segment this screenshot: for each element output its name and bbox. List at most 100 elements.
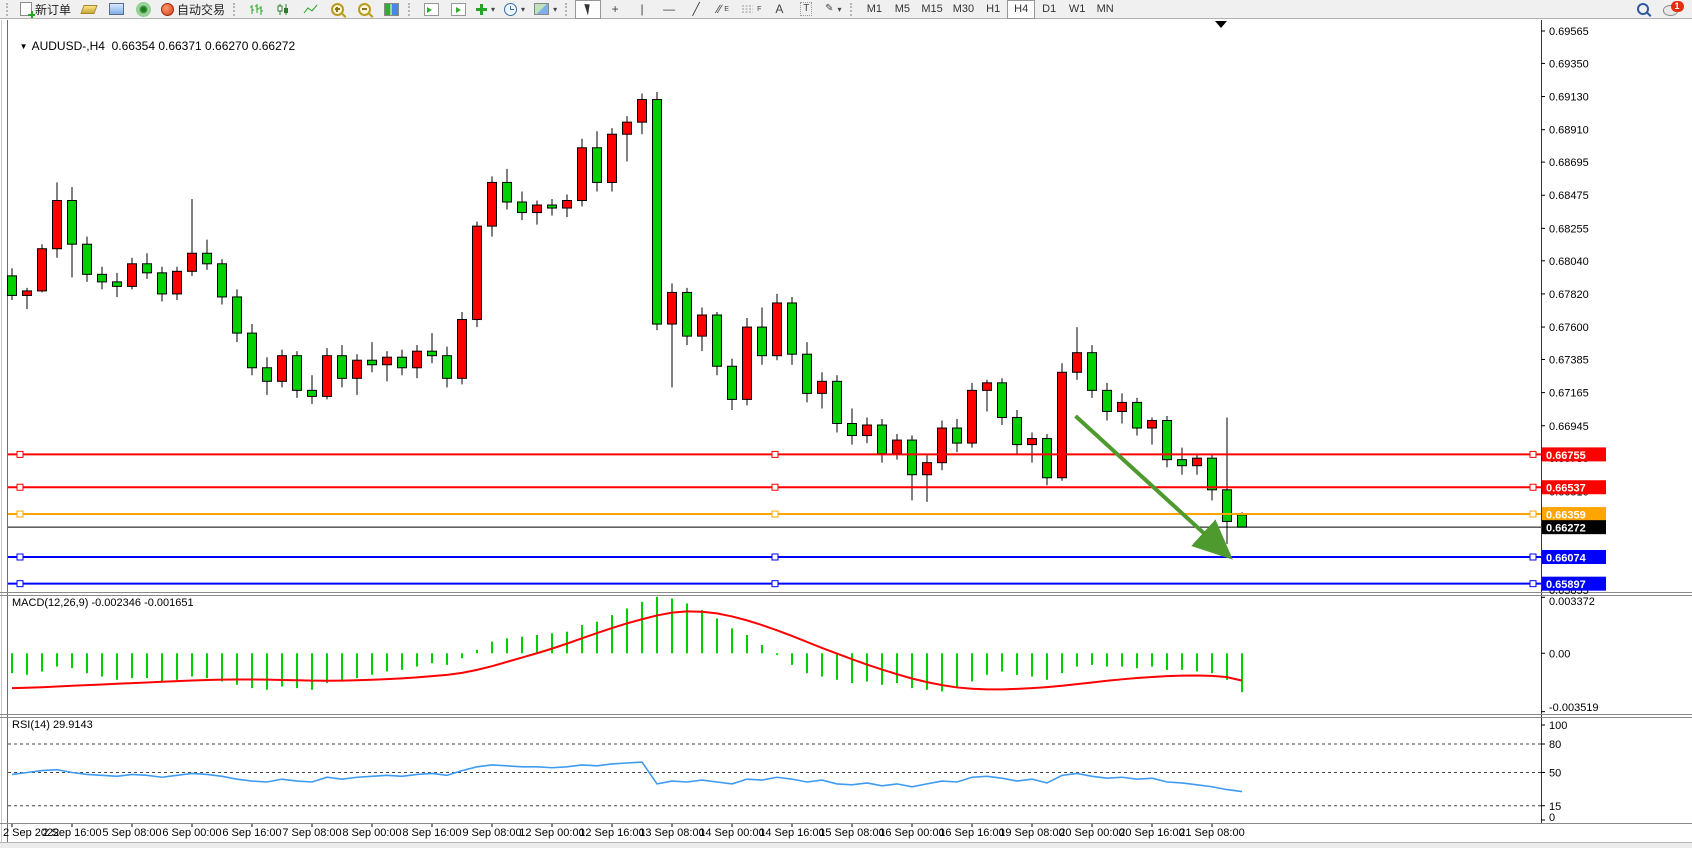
- svg-text:0.66074: 0.66074: [1546, 553, 1587, 565]
- svg-text:0: 0: [1549, 812, 1555, 824]
- svg-text:6 Sep 16:00: 6 Sep 16:00: [222, 827, 281, 839]
- chevron-down-icon: ▾: [521, 4, 526, 14]
- hline-0.66272[interactable]: 0.66272: [8, 520, 1606, 535]
- toolbar-grip[interactable]: [233, 2, 239, 16]
- ohlc-values: 0.66354 0.66371 0.66270 0.66272: [111, 39, 296, 53]
- bar-chart-button[interactable]: [243, 0, 269, 19]
- timeframe-d1-button[interactable]: D1: [1042, 3, 1057, 15]
- fibo-f-label: F: [757, 5, 762, 13]
- svg-text:0.67385: 0.67385: [1549, 354, 1589, 366]
- svg-text:-0.003519: -0.003519: [1549, 702, 1599, 714]
- svg-text:15 Sep 08:00: 15 Sep 08:00: [819, 827, 884, 839]
- hline-0.66755[interactable]: 0.66755: [8, 447, 1606, 462]
- svg-text:12 Sep 00:00: 12 Sep 00:00: [519, 827, 584, 839]
- chart-shift-button[interactable]: [445, 0, 471, 19]
- cursor-tool-button[interactable]: [575, 0, 602, 19]
- chevron-down-icon: ▾: [491, 4, 496, 14]
- new-order-button[interactable]: 新订单: [16, 0, 75, 19]
- chart-title[interactable]: ▼ AUDUSD-,H4 0.66354 0.66371 0.66270 0.66…: [13, 25, 295, 53]
- timeframe-m30-button[interactable]: M30: [952, 3, 975, 15]
- search-button[interactable]: [1630, 0, 1656, 19]
- candlestick-chart-button[interactable]: [270, 0, 296, 19]
- svg-text:2 Sep 2022: 2 Sep 2022: [3, 827, 59, 839]
- line-chart-button[interactable]: [297, 0, 323, 19]
- indicators-icon: [476, 3, 488, 15]
- svg-text:7 Sep 08:00: 7 Sep 08:00: [282, 827, 341, 839]
- svg-text:20 Sep 00:00: 20 Sep 00:00: [1059, 827, 1124, 839]
- zoom-in-icon: [330, 2, 344, 16]
- signals-button[interactable]: [130, 0, 156, 19]
- svg-text:0.68695: 0.68695: [1549, 157, 1589, 169]
- zoom-out-button[interactable]: [351, 0, 377, 19]
- trendline-tool-button[interactable]: ╱: [683, 0, 709, 19]
- svg-text:8 Sep 16:00: 8 Sep 16:00: [402, 827, 461, 839]
- main-toolbar: 新订单 自动交易 ▾ ▾ ▾ + | — ╱ ∕∕ E F A: [0, 0, 1692, 19]
- indicators-button[interactable]: ▾: [472, 0, 499, 19]
- chart-shift-icon: [450, 2, 466, 16]
- svg-text:0.66359: 0.66359: [1546, 510, 1586, 522]
- auto-scroll-button[interactable]: [418, 0, 444, 19]
- candlestick-chart-icon: [277, 3, 288, 15]
- svg-text:14 Sep 16:00: 14 Sep 16:00: [759, 827, 824, 839]
- gold-button[interactable]: [76, 0, 102, 19]
- symbol-period-label: AUDUSD-,H4: [31, 39, 105, 53]
- signals-icon: [135, 1, 151, 17]
- rsi-indicator-label: RSI(14) 29.9143: [12, 719, 93, 731]
- toolbar-grip[interactable]: [408, 2, 414, 16]
- svg-text:0.65897: 0.65897: [1546, 579, 1586, 591]
- channel-tool-button[interactable]: ∕∕ E: [710, 0, 736, 19]
- timeframe-m5-button[interactable]: M5: [894, 3, 910, 15]
- vertical-line-tool-button[interactable]: |: [629, 0, 655, 19]
- timeframe-w1-button[interactable]: W1: [1068, 3, 1086, 15]
- market-watch-button[interactable]: [103, 0, 129, 19]
- text-icon: A: [775, 2, 784, 16]
- svg-text:8 Sep 00:00: 8 Sep 00:00: [342, 827, 401, 839]
- notifications-button[interactable]: 1: [1657, 0, 1684, 19]
- timeframe-m1-button[interactable]: M1: [866, 3, 882, 15]
- hline-0.66359[interactable]: 0.66359: [8, 507, 1606, 522]
- svg-text:0.67165: 0.67165: [1549, 388, 1589, 400]
- svg-text:0.66272: 0.66272: [1546, 523, 1586, 535]
- auto-trading-label: 自动交易: [177, 2, 226, 17]
- timeframe-h4-button[interactable]: H4: [1007, 0, 1036, 19]
- svg-text:5 Sep 08:00: 5 Sep 08:00: [102, 827, 161, 839]
- svg-text:0.68910: 0.68910: [1549, 125, 1589, 137]
- periods-button[interactable]: ▾: [500, 0, 529, 19]
- hline-0.66537[interactable]: 0.66537: [8, 480, 1606, 495]
- arrows-tool-button[interactable]: ✎ ▾: [820, 0, 846, 19]
- tile-windows-icon: [383, 2, 399, 16]
- chat-bubble-icon: 1: [1662, 1, 1684, 16]
- text-label-tool-button[interactable]: T: [793, 0, 819, 19]
- toolbar-grip[interactable]: [6, 2, 12, 16]
- svg-text:6 Sep 00:00: 6 Sep 00:00: [162, 827, 221, 839]
- chevron-down-icon: ▾: [837, 4, 842, 14]
- timeframe-mn-button[interactable]: MN: [1096, 3, 1114, 15]
- timeframe-h1-button[interactable]: H1: [986, 3, 1001, 15]
- crosshair-tool-button[interactable]: +: [602, 0, 628, 19]
- toolbar-grip[interactable]: [850, 2, 856, 16]
- collapse-icon[interactable]: ▼: [19, 42, 28, 51]
- timeframe-m15-button[interactable]: M15: [921, 3, 943, 15]
- hline-0.66074[interactable]: 0.66074: [8, 550, 1606, 565]
- toolbar-grip[interactable]: [565, 2, 571, 16]
- market-watch-icon: [108, 3, 124, 15]
- text-tool-button[interactable]: A: [766, 0, 792, 19]
- svg-text:50: 50: [1549, 768, 1561, 780]
- vertical-line-icon: |: [640, 2, 644, 16]
- annotation-arrow[interactable]: [1074, 414, 1233, 560]
- svg-text:100: 100: [1549, 720, 1567, 732]
- auto-trading-icon: [161, 2, 175, 16]
- svg-text:0.003372: 0.003372: [1549, 596, 1595, 608]
- horizontal-line-tool-button[interactable]: —: [656, 0, 682, 19]
- svg-text:21 Sep 08:00: 21 Sep 08:00: [1179, 827, 1244, 839]
- auto-trading-button[interactable]: 自动交易: [157, 0, 229, 19]
- hline-0.65897[interactable]: 0.65897: [8, 576, 1606, 592]
- equidistant-channel-icon: ∕∕: [717, 2, 722, 16]
- notification-badge: 1: [1670, 1, 1684, 12]
- fibonacci-tool-button[interactable]: F: [737, 0, 765, 19]
- svg-text:0.66537: 0.66537: [1546, 483, 1586, 495]
- tile-windows-button[interactable]: [378, 0, 404, 19]
- zoom-in-button[interactable]: [324, 0, 350, 19]
- templates-button[interactable]: ▾: [530, 0, 561, 19]
